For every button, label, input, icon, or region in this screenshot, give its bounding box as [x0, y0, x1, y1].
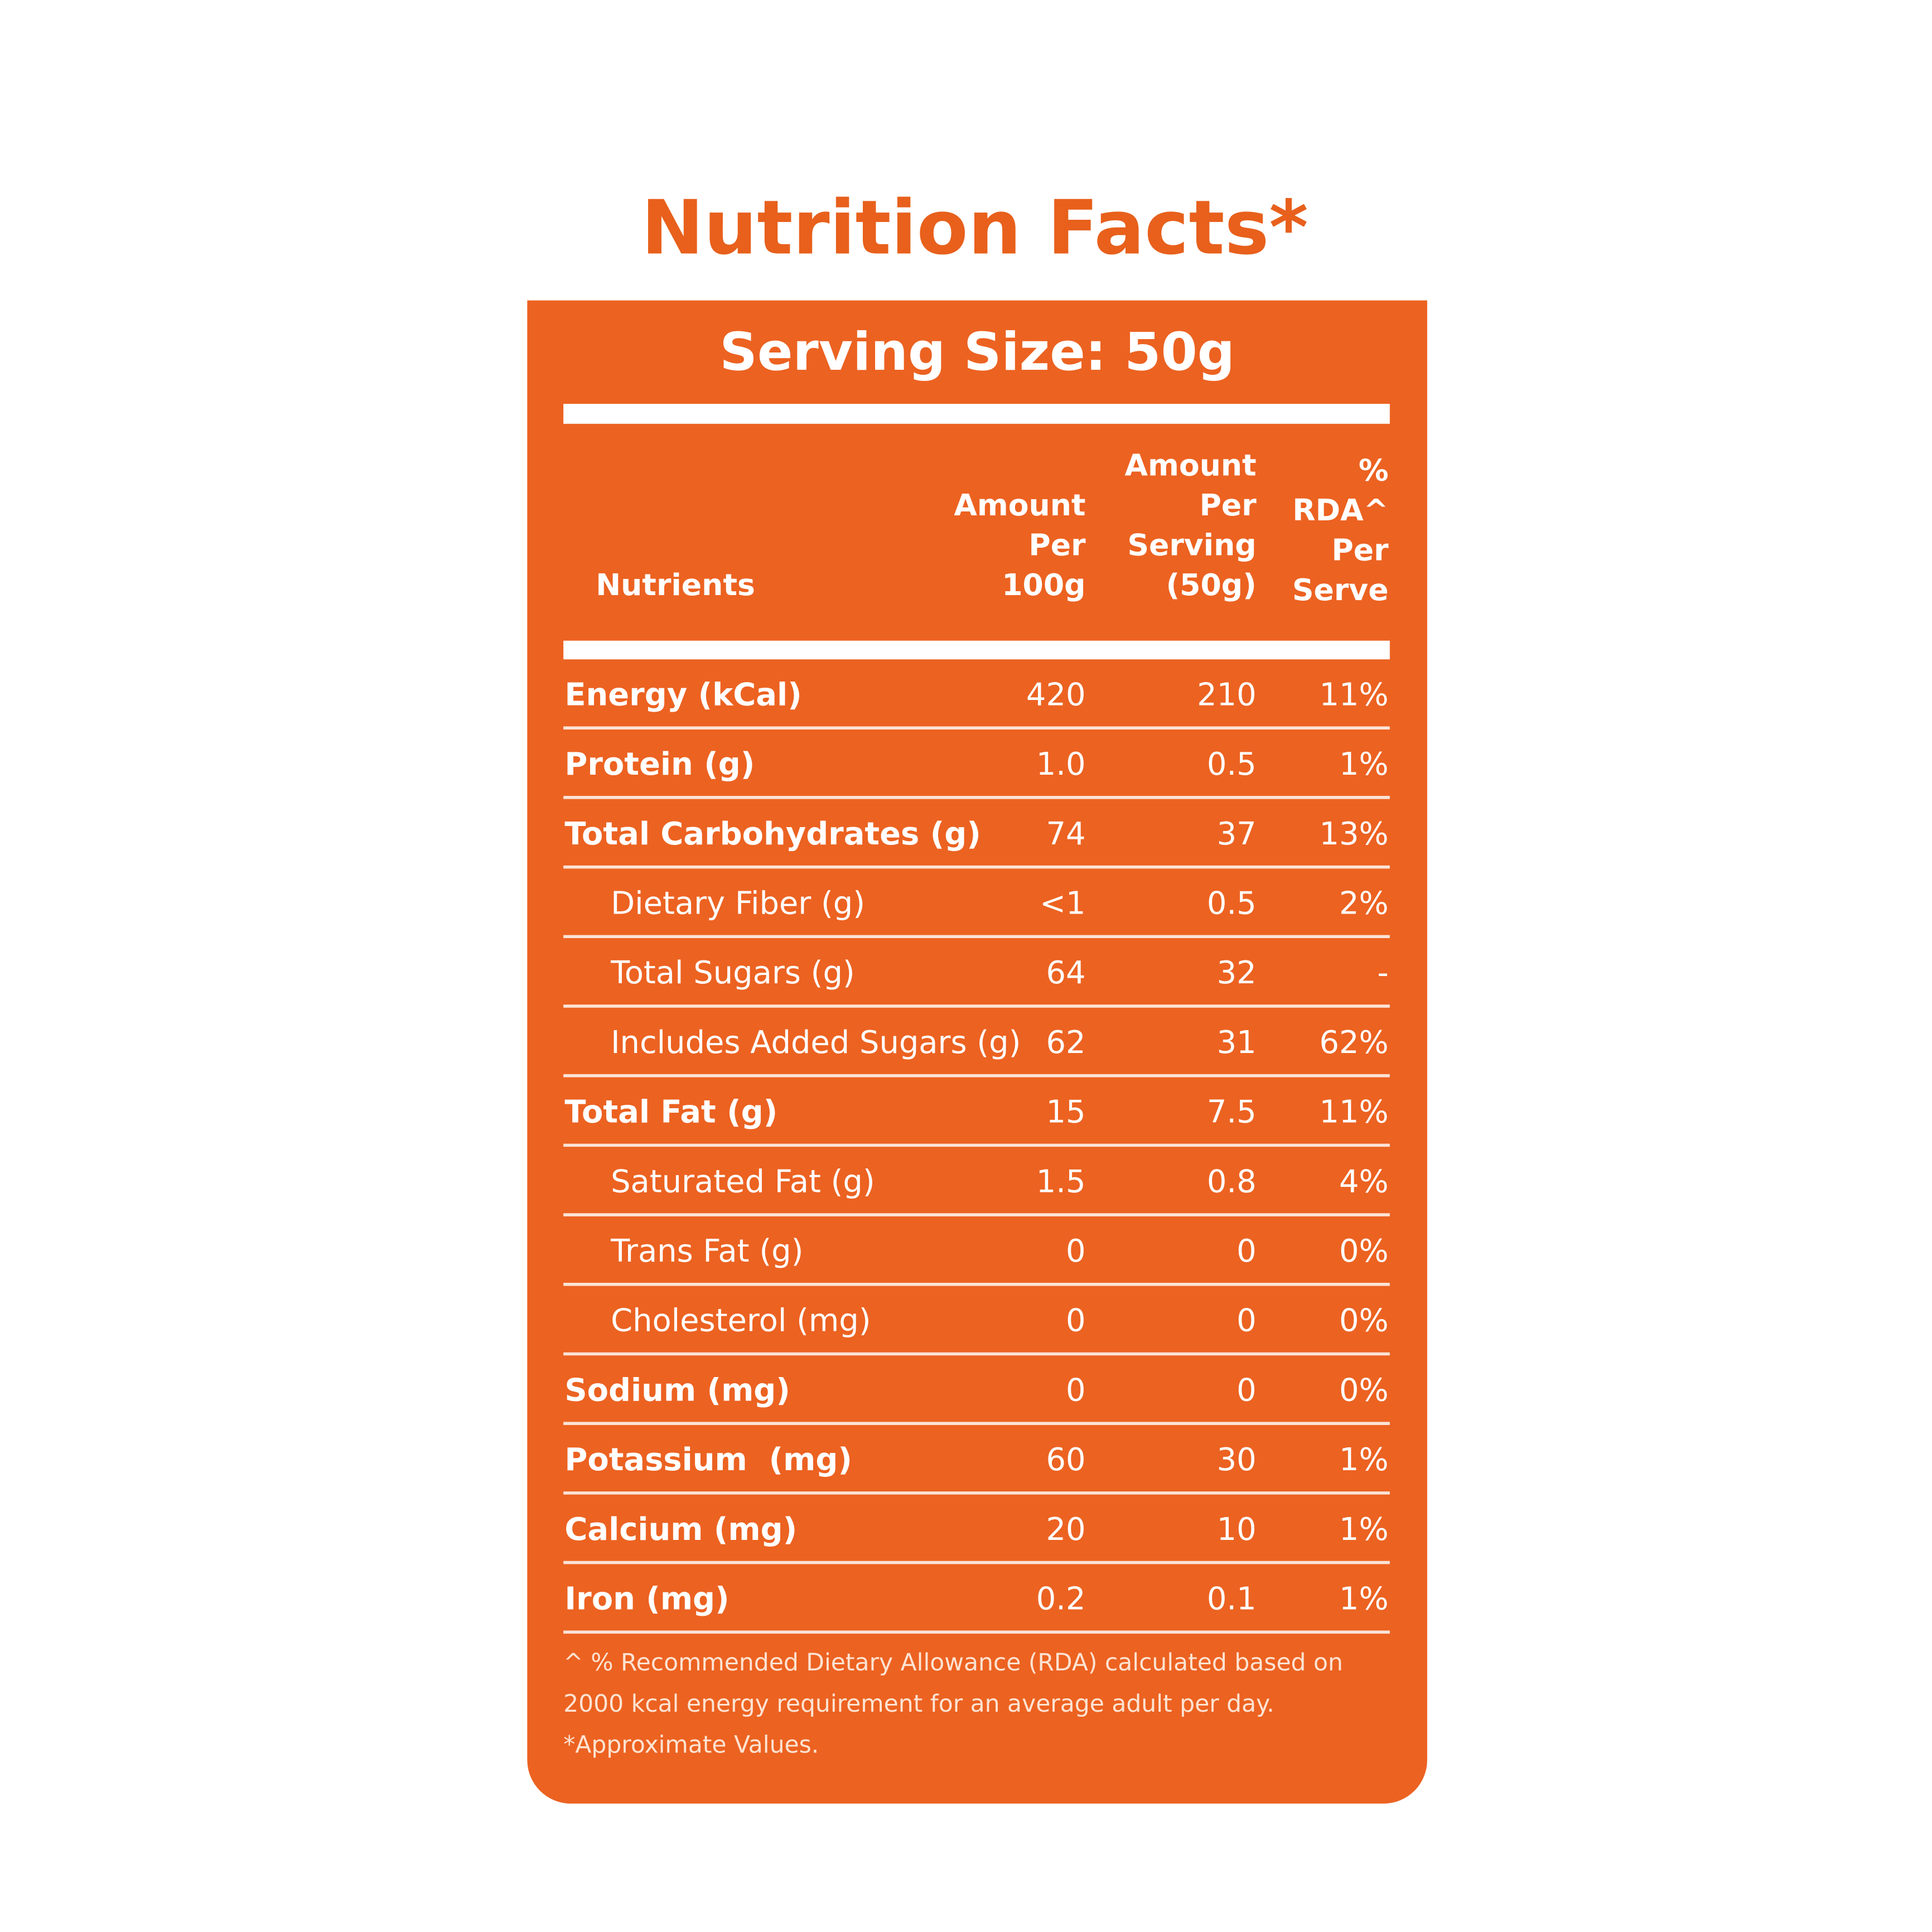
cell-value: 0% [1339, 1372, 1389, 1408]
cell-value: 1% [1339, 1581, 1389, 1617]
nutrient-name: Includes Added Sugars (g) [611, 1025, 1021, 1061]
cell-value: 2% [1339, 886, 1389, 922]
cell-value: 0% [1339, 1303, 1389, 1339]
cell-value: 1.0 [1036, 746, 1086, 783]
cell-value: 11% [1319, 1094, 1388, 1131]
column-header: 100g [1002, 567, 1085, 602]
cell-value: 20 [1046, 1511, 1085, 1548]
nutrient-name: Iron (mg) [564, 1581, 729, 1617]
cell-value: 30 [1217, 1442, 1257, 1478]
cell-value: 62% [1319, 1025, 1388, 1061]
table: Nutrients Amount Per 100g Amount Per Serving (5… [563, 448, 1390, 1759]
cell-value: 64 [1046, 955, 1085, 991]
cell-value: 0 [1066, 1233, 1086, 1269]
divider [563, 404, 1390, 424]
column-header: Amount [1124, 448, 1256, 483]
column-header: % [1359, 453, 1389, 488]
nutrient-name: Saturated Fat (g) [611, 1163, 875, 1200]
nutrient-name: Energy (kCal) [564, 677, 801, 713]
cell-value: 32 [1217, 955, 1257, 991]
column-header: Serve [1292, 572, 1389, 607]
cell-value: 0.8 [1207, 1163, 1257, 1200]
cell-value: 0 [1237, 1372, 1257, 1408]
cell-value: 60 [1046, 1442, 1085, 1478]
cell-value: 420 [1026, 677, 1086, 713]
cell-value: 210 [1197, 677, 1257, 713]
cell-value: 15 [1046, 1094, 1085, 1131]
title: Nutrition Facts* [641, 185, 1308, 272]
column-header: Amount [954, 487, 1085, 523]
column-header: Serving [1127, 528, 1256, 563]
cell-value: 37 [1217, 816, 1257, 852]
nutrient-name: Total Sugars (g) [610, 955, 855, 991]
divider [563, 640, 1390, 660]
column-header: Per [1331, 533, 1389, 568]
cell-value: 13% [1319, 816, 1388, 852]
cell-value: 4% [1339, 1163, 1389, 1200]
cell-value: 0 [1066, 1303, 1086, 1339]
cell-value: 1% [1339, 1442, 1389, 1478]
column-header: Nutrients [596, 567, 755, 602]
cell-value: 0 [1066, 1372, 1086, 1408]
footnote: *Approximate Values. [563, 1732, 819, 1759]
cell-value: - [1377, 955, 1388, 991]
nutrient-name: Protein (g) [564, 746, 755, 783]
cell-value: 74 [1046, 816, 1085, 852]
cell-value: 62 [1046, 1025, 1085, 1061]
nutrient-name: Dietary Fiber (g) [611, 886, 865, 922]
cell-value: 1.5 [1036, 1163, 1086, 1200]
column-header: (50g) [1166, 567, 1257, 602]
nutrient-name: Trans Fat (g) [610, 1233, 803, 1269]
cell-value: 10 [1217, 1511, 1257, 1548]
nutrient-name: Calcium (mg) [564, 1511, 797, 1548]
footnote: ^ % Recommended Dietary Allowance (RDA) … [563, 1649, 1343, 1677]
cell-value: 0 [1237, 1303, 1257, 1339]
cell-value: 11% [1319, 677, 1388, 713]
cell-value: 31 [1217, 1025, 1257, 1061]
footnote: 2000 kcal energy requirement for an aver… [563, 1690, 1274, 1718]
cell-value: 1% [1339, 1511, 1389, 1548]
cell-value: 0% [1339, 1233, 1389, 1269]
column-header: RDA^ [1292, 492, 1388, 528]
column-header: Per [1028, 528, 1086, 563]
nutrient-name: Potassium (mg) [564, 1442, 852, 1478]
cell-value: 0 [1237, 1233, 1257, 1269]
cell-value: 1% [1339, 746, 1389, 783]
cell-value: <1 [1040, 886, 1085, 922]
column-header: Per [1200, 487, 1257, 523]
nutrient-name: Total Fat (g) [564, 1094, 777, 1131]
cell-value: 7.5 [1207, 1094, 1257, 1131]
panel [527, 300, 1427, 1804]
cell-value: 0.5 [1207, 746, 1257, 783]
cell-value: 0.1 [1207, 1581, 1257, 1617]
serving-size: Serving Size: 50g [719, 322, 1235, 383]
nutrient-name: Cholesterol (mg) [611, 1303, 871, 1339]
nutrient-name: Total Carbohydrates (g) [564, 816, 981, 852]
nutrient-name: Sodium (mg) [564, 1372, 790, 1408]
cell-value: 0.5 [1207, 886, 1257, 922]
cell-value: 0.2 [1036, 1581, 1086, 1617]
